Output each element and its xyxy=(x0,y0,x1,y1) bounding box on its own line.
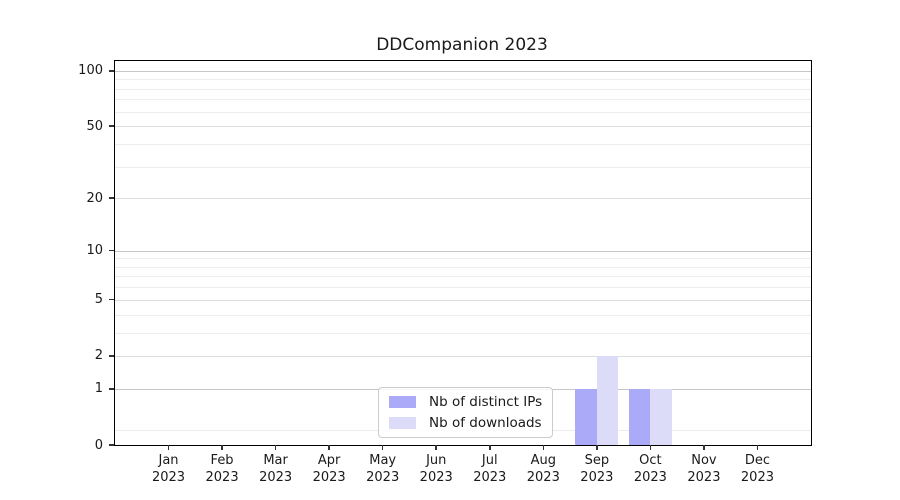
minor-gridline xyxy=(115,166,811,168)
legend-label-downloads: Nb of downloads xyxy=(429,415,542,431)
minor-gridline xyxy=(115,287,811,289)
x-tick-mark xyxy=(221,445,223,450)
legend-label-distinct-ips: Nb of distinct IPs xyxy=(429,394,543,410)
major-gridline xyxy=(115,126,811,128)
x-tick-mark xyxy=(489,445,491,450)
minor-gridline xyxy=(115,79,811,81)
x-tick-label: Dec 2023 xyxy=(740,453,774,485)
x-tick-label: Nov 2023 xyxy=(687,453,721,485)
x-tick-mark xyxy=(756,445,759,450)
y-tick-mark xyxy=(108,388,114,390)
legend-item-downloads: Nb of downloads xyxy=(389,415,542,431)
x-tick-mark xyxy=(703,445,705,450)
x-tick-label: Jan 2023 xyxy=(151,453,186,485)
x-tick-label: Oct 2023 xyxy=(633,453,667,485)
x-tick-label: Jun 2023 xyxy=(419,453,453,485)
y-tick-mark xyxy=(108,444,114,446)
y-tick-mark xyxy=(108,70,114,72)
legend-swatch-downloads-icon xyxy=(389,417,416,429)
x-tick-label: Apr 2023 xyxy=(312,453,346,485)
major-gridline xyxy=(115,70,811,72)
x-tick-mark xyxy=(596,445,598,450)
minor-gridline xyxy=(115,332,811,334)
y-tick-mark xyxy=(108,298,114,301)
bar-distinct-ips xyxy=(575,388,597,445)
x-tick-label: Mar 2023 xyxy=(259,453,293,485)
bar-downloads xyxy=(650,388,672,445)
y-tick-label: 50 xyxy=(86,118,103,134)
minor-gridline xyxy=(115,88,811,90)
y-tick-label: 1 xyxy=(94,381,103,397)
x-tick-label: Sep 2023 xyxy=(580,453,614,485)
legend-swatch-distinct-ips-icon xyxy=(389,396,416,408)
legend-item-distinct-ips: Nb of distinct IPs xyxy=(389,394,542,410)
y-tick-label: 20 xyxy=(86,190,103,206)
x-tick-mark xyxy=(435,445,437,450)
minor-gridline xyxy=(115,314,811,316)
major-gridline xyxy=(115,198,811,200)
x-tick-mark xyxy=(542,445,545,450)
x-tick-label: Feb 2023 xyxy=(205,453,239,485)
y-tick-label: 5 xyxy=(94,292,103,308)
x-tick-mark xyxy=(274,445,277,450)
x-tick-mark xyxy=(381,445,384,450)
x-tick-mark xyxy=(167,445,170,450)
y-tick-mark xyxy=(108,355,114,357)
major-gridline xyxy=(115,299,811,301)
x-tick-mark xyxy=(649,445,652,450)
minor-gridline xyxy=(115,266,811,268)
plot-area: Nb of distinct IPs Nb of downloads 0 1 2 5 1… xyxy=(78,60,812,485)
x-tick-label: Jul 2023 xyxy=(473,453,507,485)
minor-gridline xyxy=(115,258,811,260)
y-tick-mark xyxy=(108,249,114,252)
x-tick-label: May 2023 xyxy=(366,453,400,485)
minor-gridline xyxy=(115,143,811,145)
bar-distinct-ips xyxy=(628,388,651,445)
legend: Nb of distinct IPs Nb of downloads xyxy=(378,387,554,438)
x-tick-mark xyxy=(328,445,330,450)
y-tick-mark xyxy=(108,197,114,199)
y-tick-label: 100 xyxy=(78,63,103,79)
minor-gridline xyxy=(115,276,811,278)
chart-title: DDCompanion 2023 xyxy=(376,35,548,55)
y-tick-label: 10 xyxy=(86,243,103,259)
minor-gridline xyxy=(115,99,811,101)
major-gridline xyxy=(115,355,811,357)
major-gridline xyxy=(115,250,811,252)
minor-gridline xyxy=(115,111,811,113)
x-tick-label: Aug 2023 xyxy=(526,453,560,485)
y-tick-mark xyxy=(108,125,114,127)
y-tick-label: 0 xyxy=(94,437,103,453)
y-tick-label: 2 xyxy=(94,348,103,364)
bar-downloads xyxy=(596,355,619,445)
